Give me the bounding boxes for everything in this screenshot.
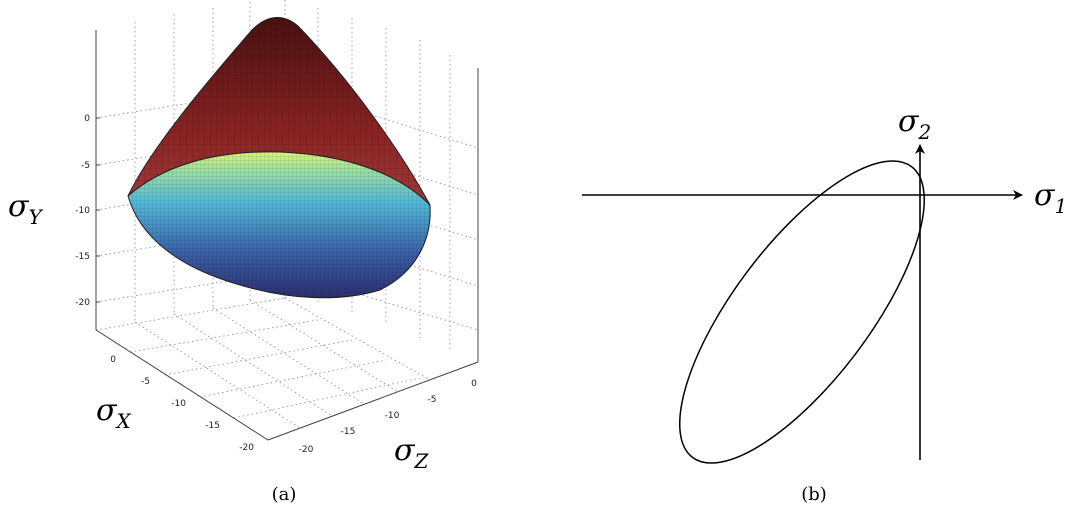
- x-axis-ticks: 0 -5 -10 -15 -20: [110, 355, 254, 453]
- z-tick-label: 0: [471, 379, 477, 389]
- z-tick-label: -5: [428, 395, 437, 405]
- z-axis-symbol: σ: [394, 433, 416, 468]
- y-axis-label: σY: [8, 189, 43, 229]
- z-tick-label: -15: [341, 427, 356, 437]
- axis-frame: [95, 30, 479, 441]
- panel-a-surface-plot: 0 -5 -10 -15 -20 0 -5 -10 -15 -20 0 -5 -…: [0, 0, 546, 509]
- y-tick-label: -20: [75, 298, 90, 308]
- x-axis-subscript: X: [114, 409, 131, 433]
- sigma2-subscript: 2: [917, 120, 931, 144]
- svg-text:σX: σX: [96, 393, 131, 433]
- caption-b: (b): [801, 484, 827, 505]
- z-axis-subscript: Z: [413, 449, 429, 473]
- x-axis-symbol: σ: [96, 393, 118, 428]
- y-axis-subscript: Y: [28, 205, 43, 229]
- z-axis-label: σZ: [394, 433, 429, 473]
- svg-text:σZ: σZ: [394, 433, 429, 473]
- y-tick-label: 0: [84, 114, 90, 124]
- ellipse-diagram-svg: σ1 σ2 (b): [582, 104, 1067, 505]
- sigma1-subscript: 1: [1054, 194, 1067, 218]
- sigma1-label: σ1: [1034, 178, 1067, 218]
- z-tick-label: -10: [385, 411, 400, 421]
- x-tick-label: -15: [205, 421, 220, 431]
- surface-bottom: [127, 151, 431, 299]
- ellipse-curve: [678, 160, 926, 464]
- x-tick-label: -10: [171, 399, 186, 409]
- svg-text:σY: σY: [8, 189, 43, 229]
- sigma2-symbol: σ: [898, 104, 920, 139]
- panel-b-ellipse-diagram: σ1 σ2 (b): [546, 0, 1092, 509]
- z-axis-ticks: 0 -5 -10 -15 -20: [299, 379, 477, 455]
- y-tick-label: -5: [81, 161, 90, 171]
- x-axis-label: σX: [96, 393, 131, 433]
- sigma1-symbol: σ: [1034, 178, 1056, 213]
- sigma2-label: σ2: [898, 104, 931, 144]
- x-tick-label: -5: [141, 377, 150, 387]
- x-tick-label: 0: [110, 355, 116, 365]
- y-axis-ticks: 0 -5 -10 -15 -20: [75, 114, 100, 308]
- z-tick-label: -20: [299, 445, 314, 455]
- y-tick-label: -15: [75, 252, 90, 262]
- surface-plot-svg: 0 -5 -10 -15 -20 0 -5 -10 -15 -20 0 -5 -…: [8, 0, 479, 505]
- y-axis-symbol: σ: [8, 189, 30, 224]
- y-tick-label: -10: [75, 206, 90, 216]
- x-tick-label: -20: [239, 443, 254, 453]
- caption-a: (a): [272, 484, 297, 505]
